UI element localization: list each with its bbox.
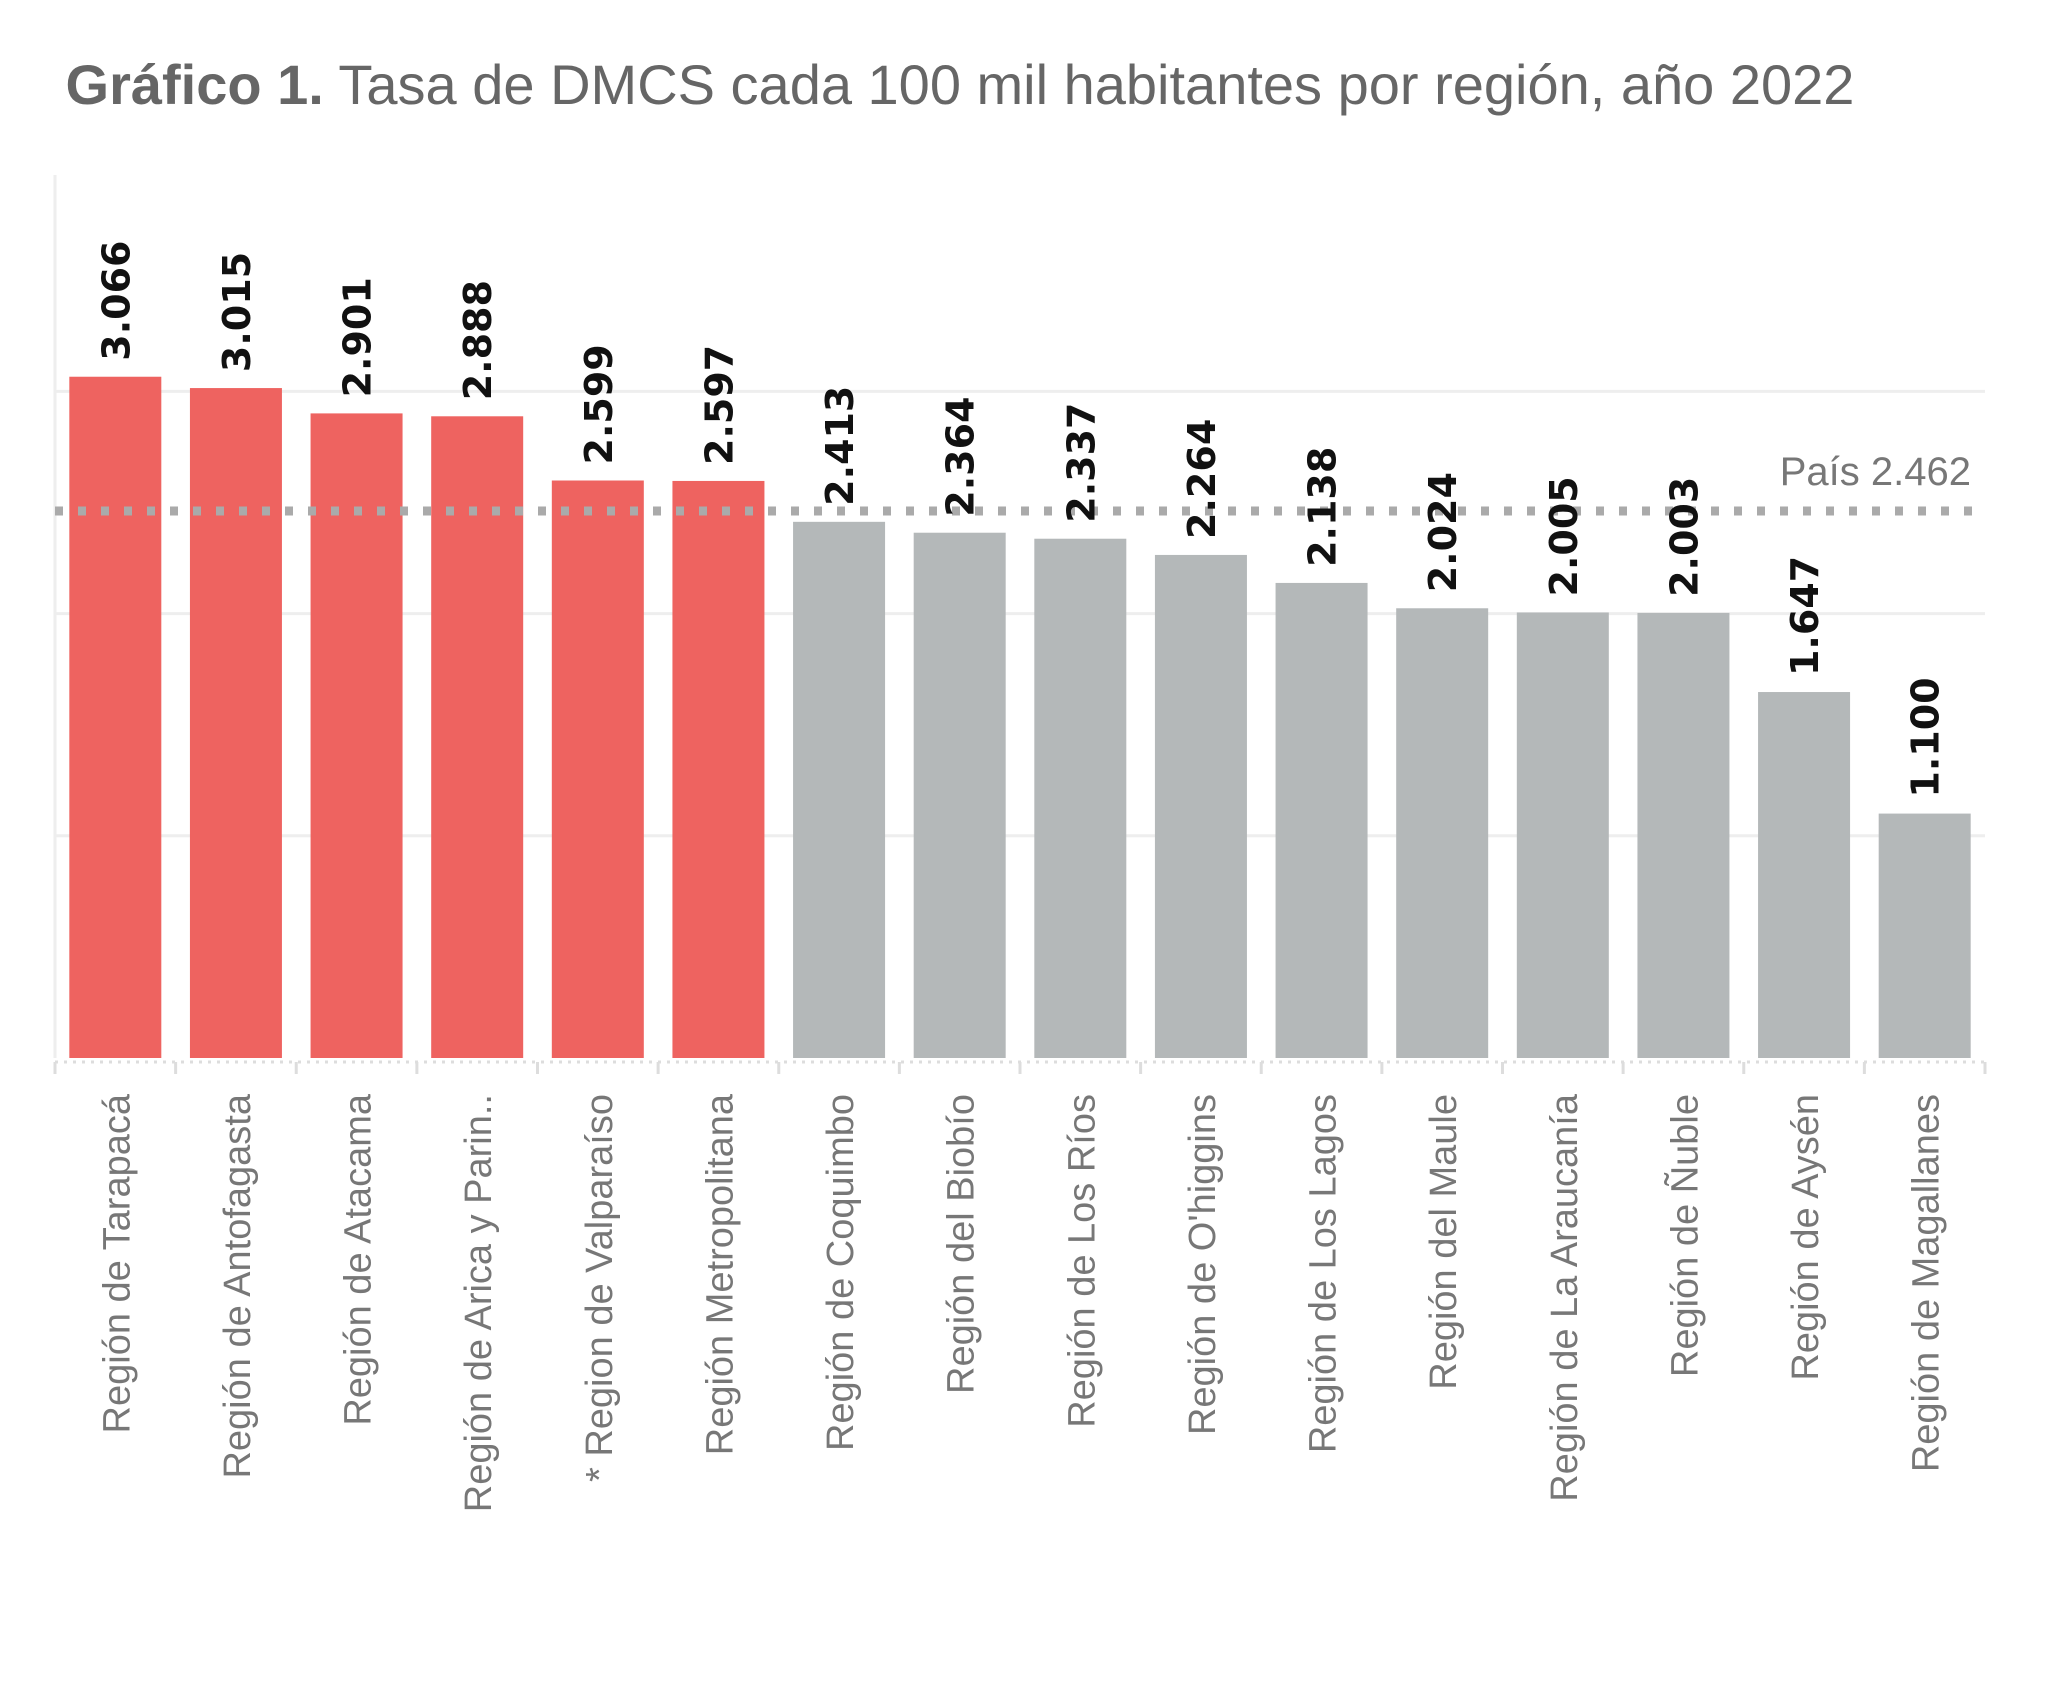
value-label: 2.264 bbox=[1180, 419, 1224, 539]
category-label: Región Metropolitana bbox=[699, 1093, 741, 1455]
category-label: Región de Coquimbo bbox=[820, 1094, 862, 1451]
category-label: Región de Arica y Parin.. bbox=[458, 1094, 500, 1512]
category-label: Región de O'higgins bbox=[1182, 1094, 1224, 1435]
bar bbox=[1275, 582, 1368, 1058]
value-label: 3.015 bbox=[215, 252, 259, 372]
category-label: Región de La Araucanía bbox=[1544, 1093, 1586, 1502]
value-label: 2.337 bbox=[1059, 403, 1103, 523]
x-axis bbox=[53, 1060, 1987, 1074]
value-label: 2.599 bbox=[577, 344, 621, 464]
category-label: Región de Antofagasta bbox=[217, 1093, 259, 1478]
value-label: 2.888 bbox=[456, 280, 500, 400]
value-label: 2.597 bbox=[697, 345, 741, 465]
value-label: 2.138 bbox=[1301, 447, 1345, 567]
bar bbox=[1154, 554, 1247, 1058]
category-label: Región de Magallanes bbox=[1906, 1094, 1948, 1472]
category-label: Región de Atacama bbox=[338, 1093, 380, 1426]
chart-title-prefix: Gráfico 1. bbox=[65, 53, 324, 116]
bar bbox=[793, 521, 886, 1058]
bars bbox=[69, 376, 1971, 1059]
value-label: 1.647 bbox=[1783, 556, 1827, 676]
value-label: 2.413 bbox=[818, 386, 862, 506]
bar bbox=[672, 480, 765, 1058]
bar bbox=[1878, 813, 1971, 1058]
chart-title: Gráfico 1. Tasa de DMCS cada 100 mil hab… bbox=[0, 52, 1920, 117]
category-label: * Region de Valparaíso bbox=[579, 1094, 621, 1482]
chart-title-text: Tasa de DMCS cada 100 mil habitantes por… bbox=[338, 53, 1855, 116]
value-label: 2.901 bbox=[336, 277, 380, 397]
bar bbox=[1516, 612, 1609, 1058]
value-labels: 3.066 3.015 2.901 2.888 2.599 2.597 2.413 2.364… bbox=[94, 241, 1947, 798]
bar bbox=[1034, 538, 1127, 1058]
bar bbox=[69, 376, 162, 1058]
bar bbox=[1637, 612, 1730, 1058]
value-label: 2.003 bbox=[1662, 477, 1706, 597]
bar bbox=[310, 413, 403, 1058]
category-label: Región de Los Lagos bbox=[1303, 1094, 1345, 1453]
reference-line-group: País 2.462 bbox=[55, 450, 1985, 516]
value-label: 2.024 bbox=[1421, 472, 1465, 592]
bar bbox=[913, 532, 1006, 1058]
bar bbox=[1758, 692, 1851, 1058]
reference-line-label: País 2.462 bbox=[1780, 450, 1971, 494]
category-label: Región del Maule bbox=[1423, 1094, 1465, 1390]
bar bbox=[189, 388, 282, 1058]
category-label: Región de Tarapacá bbox=[96, 1093, 138, 1433]
value-label: 3.066 bbox=[94, 241, 138, 361]
value-label: 2.005 bbox=[1542, 476, 1586, 596]
value-label: 1.100 bbox=[1904, 677, 1948, 797]
category-label: Región de Ñuble bbox=[1663, 1094, 1706, 1377]
category-label: Región de Los Ríos bbox=[1061, 1094, 1103, 1428]
category-labels: Región de Tarapacá Región de Antofagasta R… bbox=[96, 1093, 1947, 1512]
value-label: 2.364 bbox=[939, 397, 983, 517]
bar bbox=[431, 416, 524, 1059]
category-label: Región del Biobío bbox=[941, 1094, 983, 1394]
bar bbox=[1396, 608, 1489, 1058]
bar bbox=[551, 480, 644, 1058]
category-label: Región de Aysén bbox=[1785, 1094, 1827, 1381]
